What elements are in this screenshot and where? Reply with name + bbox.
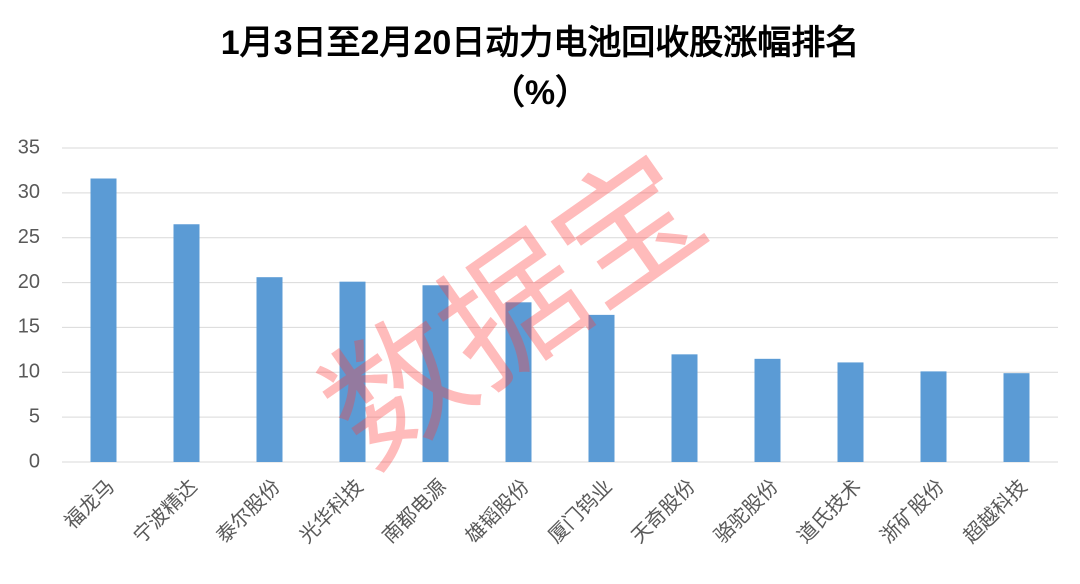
y-tick-label: 20 (18, 271, 40, 293)
y-tick-label: 30 (18, 181, 40, 203)
bar (837, 362, 864, 462)
bar (90, 178, 117, 462)
x-tick-label: 骆驼股份 (710, 475, 783, 548)
bar (339, 281, 366, 462)
bar (588, 314, 615, 462)
bar (920, 371, 947, 462)
x-tick-label: 超越科技 (959, 475, 1032, 548)
x-tick-label: 泰尔股份 (212, 475, 285, 548)
bar (754, 358, 781, 462)
bar (256, 277, 283, 462)
bar (1003, 373, 1030, 462)
chart-subtitle: （%） (491, 73, 589, 112)
y-tick-label: 15 (18, 316, 40, 338)
x-tick-label: 光华科技 (295, 475, 368, 548)
x-tick-label: 厦门钨业 (544, 475, 617, 548)
x-tick-label: 道氏技术 (793, 475, 866, 548)
chart-title: 1月3日至2月20日动力电池回收股涨幅排名 (221, 24, 860, 62)
y-tick-label: 25 (18, 226, 40, 248)
y-tick-label: 35 (18, 136, 40, 158)
x-tick-label: 宁波精达 (129, 475, 202, 548)
bar (505, 302, 532, 462)
y-tick-label: 5 (29, 405, 40, 427)
x-tick-label: 雄韬股份 (461, 475, 534, 548)
bar (671, 354, 698, 462)
x-tick-label: 浙矿股份 (876, 475, 949, 548)
y-tick-label: 0 (29, 450, 40, 472)
y-tick-label: 10 (18, 361, 40, 383)
bar (173, 224, 200, 462)
x-tick-label: 天奇股份 (627, 475, 700, 548)
x-tick-label: 福龙马 (60, 475, 119, 534)
bar (422, 285, 449, 462)
